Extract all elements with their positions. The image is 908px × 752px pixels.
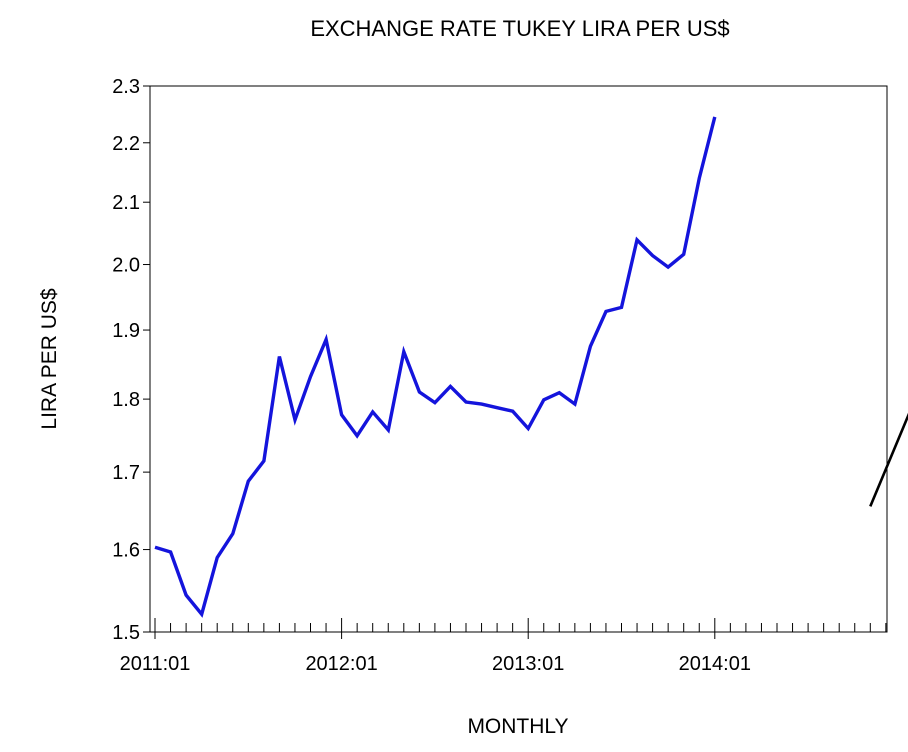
y-axis: 1.5 1.6 1.7 1.8 1.9 2.0 2.1 2.2 2.3: [112, 76, 150, 644]
x-tick-label: 2012:01: [305, 653, 377, 675]
y-tick-label: 2.0: [112, 255, 140, 277]
y-tick-label: 1.8: [112, 389, 140, 411]
chart-title: EXCHANGE RATE TUKEY LIRA PER US$: [310, 16, 729, 41]
y-tick-label: 2.3: [112, 76, 140, 98]
y-tick-label: 2.2: [112, 133, 140, 155]
x-tick-label: 2011:01: [120, 653, 191, 675]
x-tick-label: 2013:01: [492, 653, 564, 675]
trend-arrow-shaft: [869, 412, 908, 507]
y-tick-label: 1.6: [112, 540, 140, 562]
series-line: [154, 116, 717, 618]
y-tick-label: 2.1: [112, 192, 140, 214]
y-axis-label: LIRA PER US$: [38, 288, 61, 430]
x-tick-label: 2014:01: [679, 653, 751, 675]
x-axis: 2011:01 2012:01 2013:01 2014:01: [120, 618, 887, 675]
y-tick-label: 1.9: [112, 320, 140, 342]
plot-frame: [149, 85, 888, 633]
data-points: [154, 116, 715, 615]
y-tick-label: 1.7: [112, 462, 140, 484]
annotations: [869, 412, 908, 507]
y-tick-label: 1.5: [112, 622, 140, 644]
x-axis-label: MONTHLY: [467, 715, 568, 738]
